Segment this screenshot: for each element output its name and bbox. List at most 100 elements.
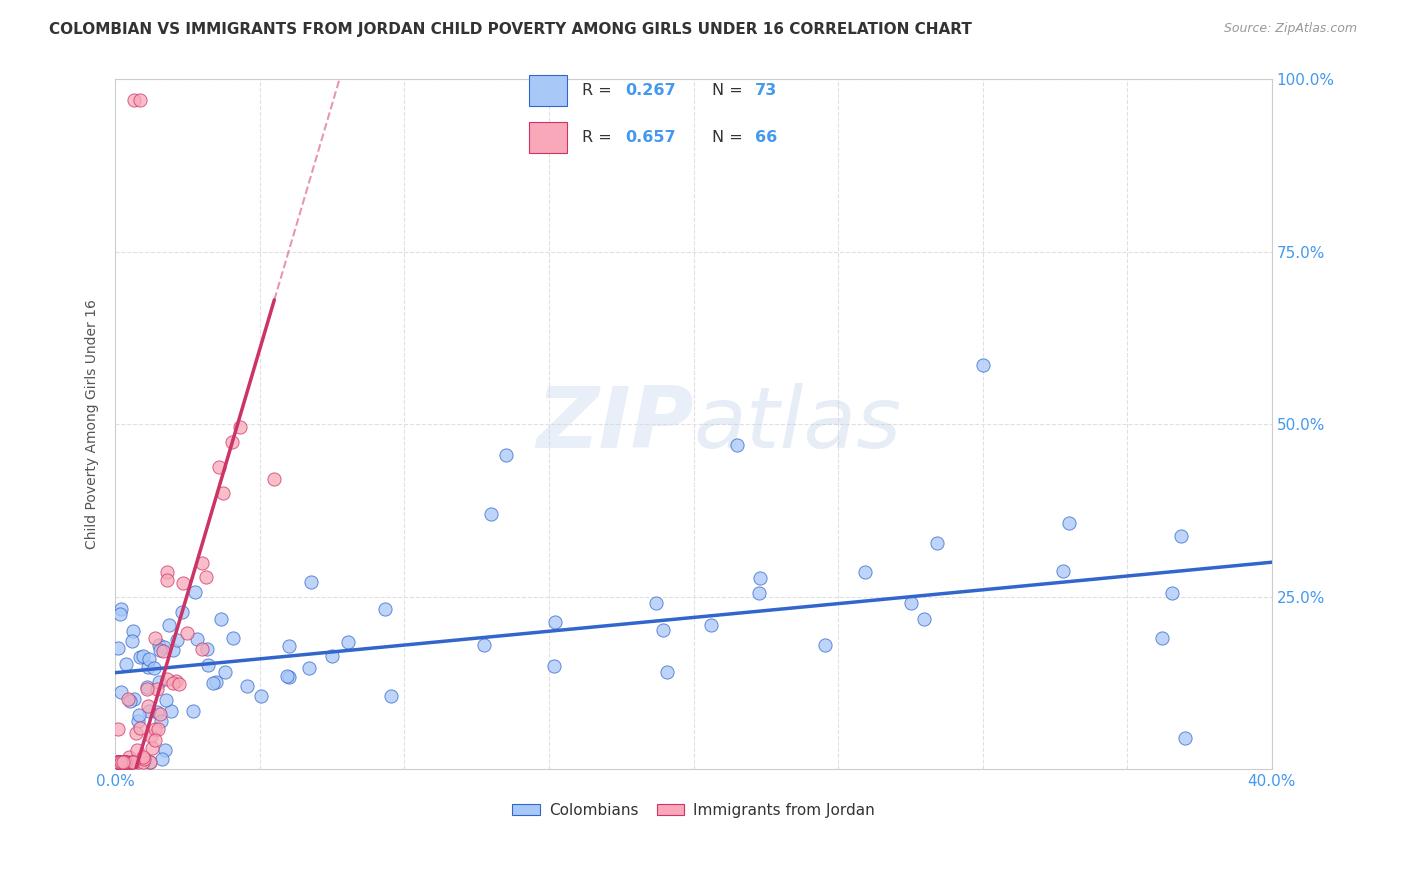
Point	[114, 657, 136, 671]
Point	[321, 649, 343, 664]
Point	[132, 750, 155, 764]
Point	[110, 756, 132, 770]
Point	[207, 459, 229, 474]
Point	[162, 643, 184, 657]
Point	[155, 693, 177, 707]
Text: atlas: atlas	[693, 383, 901, 466]
Point	[336, 635, 359, 649]
Point	[925, 535, 948, 549]
Text: ZIP: ZIP	[536, 383, 693, 466]
Point	[139, 756, 162, 770]
Point	[194, 569, 217, 583]
Point	[115, 756, 138, 770]
Point	[146, 705, 169, 719]
Point	[191, 642, 214, 657]
Point	[108, 756, 131, 770]
Point	[114, 756, 136, 770]
Point	[107, 756, 129, 770]
Point	[117, 756, 139, 770]
Point	[145, 681, 167, 696]
Point	[214, 665, 236, 679]
Point	[118, 750, 141, 764]
Point	[152, 643, 174, 657]
Point	[148, 639, 170, 653]
Point	[374, 602, 396, 616]
Point	[108, 607, 131, 621]
Point	[204, 675, 226, 690]
Point	[110, 601, 132, 615]
Point	[176, 625, 198, 640]
Text: R =: R =	[582, 130, 617, 145]
Point	[209, 612, 232, 626]
Point	[148, 674, 170, 689]
Point	[111, 756, 134, 770]
Point	[221, 435, 243, 450]
Point	[162, 675, 184, 690]
Point	[1174, 731, 1197, 746]
Point	[1059, 516, 1081, 531]
Point	[166, 633, 188, 648]
Point	[118, 694, 141, 708]
Point	[125, 726, 148, 740]
Point	[121, 624, 143, 639]
Text: Source: ZipAtlas.com: Source: ZipAtlas.com	[1223, 22, 1357, 36]
Point	[107, 756, 129, 770]
Point	[120, 756, 142, 770]
Point	[186, 632, 208, 647]
Point	[814, 638, 837, 652]
Point	[112, 756, 135, 770]
Point	[107, 756, 129, 770]
Point	[380, 689, 402, 703]
Point	[110, 756, 132, 770]
Point	[122, 691, 145, 706]
Point	[748, 586, 770, 600]
Point	[912, 612, 935, 626]
Point	[543, 659, 565, 673]
Point	[149, 643, 172, 657]
Point	[139, 756, 162, 770]
Point	[107, 756, 129, 770]
Point	[150, 752, 173, 766]
Point	[127, 714, 149, 728]
Point	[853, 566, 876, 580]
Y-axis label: Child Poverty Among Girls Under 16: Child Poverty Among Girls Under 16	[86, 299, 100, 549]
Point	[107, 756, 129, 770]
Point	[136, 660, 159, 674]
Legend: Colombians, Immigrants from Jordan: Colombians, Immigrants from Jordan	[506, 797, 882, 824]
Text: R =: R =	[582, 83, 617, 97]
Point	[1150, 632, 1173, 646]
Point	[181, 705, 204, 719]
Point	[114, 756, 136, 770]
Text: 66: 66	[755, 130, 778, 145]
Point	[114, 756, 136, 770]
Text: N =: N =	[711, 83, 748, 97]
Point	[1170, 529, 1192, 543]
Point	[107, 756, 129, 770]
Point	[1052, 564, 1074, 578]
Point	[114, 756, 136, 770]
Point	[107, 756, 129, 770]
Point	[143, 723, 166, 737]
Point	[263, 472, 285, 486]
Point	[155, 743, 177, 757]
Point	[212, 486, 235, 500]
Point	[1160, 586, 1182, 600]
Point	[107, 641, 129, 656]
Point	[191, 556, 214, 570]
Point	[160, 704, 183, 718]
Point	[184, 585, 207, 599]
Point	[299, 574, 322, 589]
Text: COLOMBIAN VS IMMIGRANTS FROM JORDAN CHILD POVERTY AMONG GIRLS UNDER 16 CORRELATI: COLOMBIAN VS IMMIGRANTS FROM JORDAN CHIL…	[49, 22, 972, 37]
Point	[495, 448, 517, 462]
Point	[644, 595, 666, 609]
Text: 0.267: 0.267	[626, 83, 676, 97]
Point	[128, 708, 150, 723]
Point	[121, 633, 143, 648]
Point	[172, 575, 194, 590]
Point	[121, 756, 143, 770]
Point	[138, 705, 160, 719]
Point	[156, 573, 179, 587]
Point	[131, 648, 153, 663]
Text: 73: 73	[755, 83, 778, 97]
Point	[250, 689, 273, 703]
